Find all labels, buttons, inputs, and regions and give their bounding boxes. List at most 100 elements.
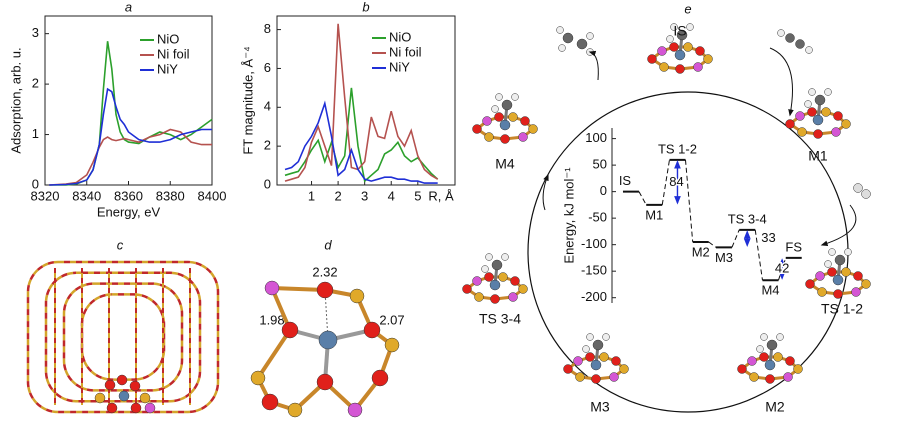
atom [670,23,678,31]
atom [841,267,851,277]
atom [562,32,574,44]
state-label: M2 [692,244,710,259]
x-tick-label: 8380 [156,188,185,203]
atom [805,46,813,54]
cage-frame [44,271,202,403]
state-label: IS [619,173,632,188]
y-tick-label: 2 [264,138,271,153]
state-label: M2 [765,399,785,415]
atom [773,352,783,362]
x-tick-label: 5 [414,188,421,203]
atom [494,112,504,122]
atom [472,124,482,134]
bond-length: 2.07 [379,312,404,327]
x-tick-label: 4 [388,188,395,203]
legend-label: Ni foil [389,44,422,59]
state-label: M3 [590,399,610,415]
atom [491,259,503,271]
atom [501,99,513,111]
barrier-label: 84 [669,174,683,189]
atom [683,42,693,52]
atom [485,253,493,261]
legend-label: NiY [389,59,410,74]
x-tick-label: 2 [334,188,341,203]
cage-frame [26,260,220,414]
atom [498,272,508,282]
atom [759,352,769,362]
atom [501,253,509,261]
atom [371,369,389,387]
series-line [284,100,438,184]
state-label: M4 [495,156,515,172]
atom [783,372,793,382]
atom [861,189,871,199]
x-tick-label: 3 [361,188,368,203]
atom [575,372,585,382]
cycle-arrow [820,204,857,247]
atom [657,46,667,56]
atom [609,372,619,382]
connector [708,241,717,248]
x-tick-label: 8360 [114,188,143,203]
atom [495,93,503,101]
plot-frame [276,15,456,186]
atom [797,127,807,137]
atom [144,402,156,414]
atom [591,374,601,384]
atom [481,265,489,273]
y-tick-label: 6 [264,60,271,75]
state-label: TS 3-4 [479,311,521,327]
cage-frame [62,282,184,392]
atom [793,364,803,374]
atom [489,279,501,291]
panel-title: c [117,237,124,252]
atom [824,260,832,268]
atom [833,111,843,121]
atom [813,129,823,139]
atom [129,380,141,392]
atom [316,281,334,299]
atom [675,64,685,74]
y-tick-label: 8 [264,21,271,36]
bond-length: 2.32 [312,264,337,279]
state-label: TS 3-4 [728,211,767,226]
atom [318,330,338,350]
atom [363,321,381,339]
atom [586,32,594,40]
atom [760,333,768,341]
series-line [284,23,439,182]
state-label: TS 1-2 [821,301,863,317]
state-label: M3 [715,250,733,265]
atom [384,337,400,353]
y-tick-label: 2 [32,76,39,91]
atom [851,287,861,297]
legend-label: Ni foil [157,46,190,61]
atom [116,374,128,386]
y-tick-label: 3 [32,25,39,40]
barrier-label: 33 [761,230,775,245]
atom [776,333,784,341]
atom [764,359,776,371]
bond [271,286,326,292]
atom [821,107,831,117]
y-tick-label: -150 [581,263,607,278]
atom [747,356,757,366]
atom [518,132,528,142]
atom [599,352,609,362]
atom [582,345,590,353]
atom [824,88,832,96]
bond-length: 1.98 [259,312,284,327]
atom [500,134,510,144]
atom [130,402,142,414]
atom [804,100,812,108]
legend-label: NiO [389,29,411,44]
atom [795,111,805,121]
x-axis-label: Energy, eV [97,204,161,219]
atom [666,35,674,43]
atom [585,352,595,362]
atom [491,105,499,113]
atom [106,402,118,414]
atom [756,345,764,353]
cycle-arrow [542,173,549,211]
atom [785,33,795,43]
